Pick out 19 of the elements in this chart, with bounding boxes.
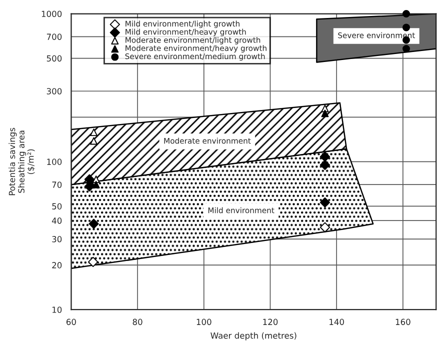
- x-axis-title: Waer depth (metres): [210, 332, 296, 340]
- y-tick-label: 40: [52, 218, 62, 224]
- y-tick-label: 100: [47, 158, 62, 165]
- y-tick-label: 1000: [42, 10, 62, 18]
- x-tick-label: 140: [330, 318, 344, 326]
- x-tick-label: 60: [66, 318, 76, 326]
- y-tick-label: 500: [46, 55, 62, 62]
- y-tick-label: 50: [52, 203, 62, 210]
- x-tick-label: 120: [263, 318, 278, 326]
- y-axis-title: Potentia savings Sheathing area ($/m²): [8, 128, 35, 196]
- y-tick-label: 70: [52, 182, 62, 188]
- x-tick-label: 80: [132, 318, 142, 326]
- y-tick-label: 20: [52, 262, 62, 268]
- x-tick-label: 160: [396, 318, 410, 326]
- y-tick-label: 10: [52, 306, 62, 313]
- y-tick-label: 30: [52, 236, 62, 242]
- y-tick-label: 300: [46, 88, 62, 94]
- x-tick-label: 100: [196, 318, 212, 326]
- y-tick-label: 700: [46, 34, 62, 40]
